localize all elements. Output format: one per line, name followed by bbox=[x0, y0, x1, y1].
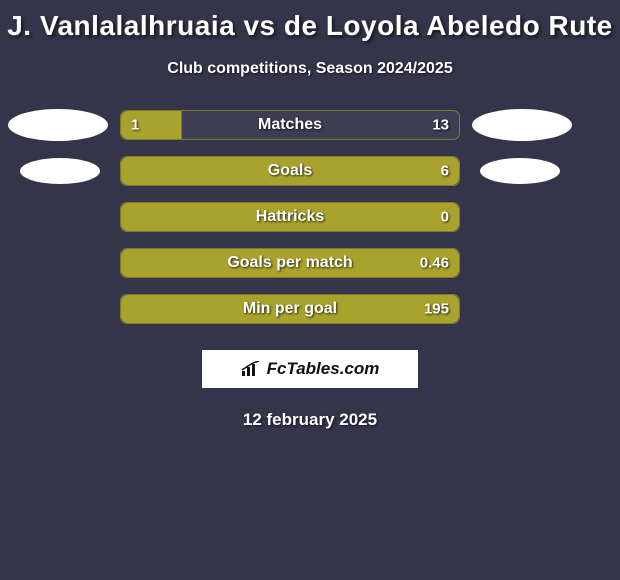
stat-bar: 1 Matches 13 bbox=[120, 110, 460, 140]
stat-bar: Goals per match 0.46 bbox=[120, 248, 460, 278]
stat-label: Matches bbox=[258, 116, 322, 134]
stat-bar: Min per goal 195 bbox=[120, 294, 460, 324]
chart-date: 12 february 2025 bbox=[0, 410, 620, 430]
stat-row: Min per goal 195 bbox=[0, 286, 620, 332]
brand-text: FcTables.com bbox=[267, 359, 380, 379]
player-right-ellipse bbox=[480, 158, 560, 184]
stat-value-right: 0.46 bbox=[420, 255, 449, 272]
comparison-chart: 1 Matches 13 Goals 6 Hattricks 0 Goals per matc… bbox=[0, 102, 620, 332]
brand-logo: FcTables.com bbox=[202, 350, 418, 388]
stat-value-right: 6 bbox=[441, 163, 449, 180]
stat-row: Hattricks 0 bbox=[0, 194, 620, 240]
stat-label: Hattricks bbox=[256, 208, 324, 226]
player-left-ellipse bbox=[8, 109, 108, 141]
subtitle: Club competitions, Season 2024/2025 bbox=[0, 60, 620, 78]
stat-label: Min per goal bbox=[243, 300, 337, 318]
chart-icon bbox=[241, 361, 261, 377]
stat-row: Goals per match 0.46 bbox=[0, 240, 620, 286]
stat-row: Goals 6 bbox=[0, 148, 620, 194]
stat-label: Goals bbox=[268, 162, 312, 180]
stat-value-right: 13 bbox=[432, 117, 449, 134]
stat-value-right: 0 bbox=[441, 209, 449, 226]
stat-bar: Goals 6 bbox=[120, 156, 460, 186]
stat-bar: Hattricks 0 bbox=[120, 202, 460, 232]
stat-row: 1 Matches 13 bbox=[0, 102, 620, 148]
stat-value-left: 1 bbox=[131, 117, 139, 134]
stat-value-right: 195 bbox=[424, 301, 449, 318]
player-right-ellipse bbox=[472, 109, 572, 141]
page-title: J. Vanlalalhruaia vs de Loyola Abeledo R… bbox=[0, 0, 620, 42]
player-left-ellipse bbox=[20, 158, 100, 184]
stat-label: Goals per match bbox=[227, 254, 352, 272]
